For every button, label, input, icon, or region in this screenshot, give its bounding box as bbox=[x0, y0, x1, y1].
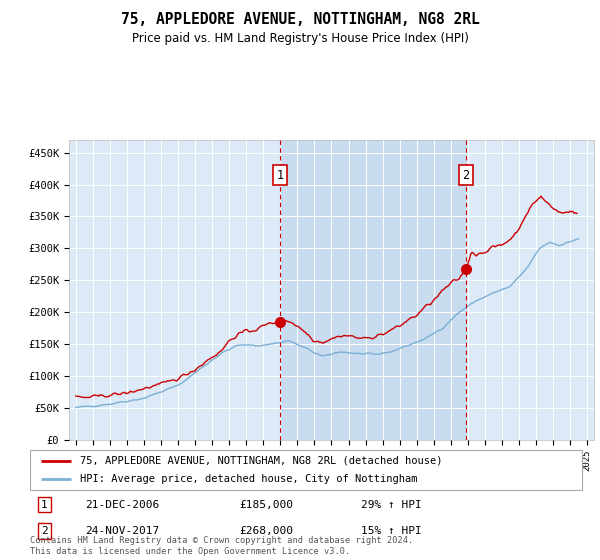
Text: 1: 1 bbox=[41, 500, 48, 510]
Text: 2: 2 bbox=[41, 526, 48, 536]
Text: HPI: Average price, detached house, City of Nottingham: HPI: Average price, detached house, City… bbox=[80, 474, 417, 484]
Text: 15% ↑ HPI: 15% ↑ HPI bbox=[361, 526, 422, 536]
Text: Price paid vs. HM Land Registry's House Price Index (HPI): Price paid vs. HM Land Registry's House … bbox=[131, 32, 469, 45]
Text: 24-NOV-2017: 24-NOV-2017 bbox=[85, 526, 160, 536]
Text: 29% ↑ HPI: 29% ↑ HPI bbox=[361, 500, 422, 510]
Text: £268,000: £268,000 bbox=[240, 526, 294, 536]
Text: 75, APPLEDORE AVENUE, NOTTINGHAM, NG8 2RL (detached house): 75, APPLEDORE AVENUE, NOTTINGHAM, NG8 2R… bbox=[80, 456, 442, 465]
Text: 21-DEC-2006: 21-DEC-2006 bbox=[85, 500, 160, 510]
Bar bbox=[280, 140, 466, 440]
Text: £185,000: £185,000 bbox=[240, 500, 294, 510]
Text: Contains HM Land Registry data © Crown copyright and database right 2024.
This d: Contains HM Land Registry data © Crown c… bbox=[30, 536, 413, 556]
Text: 75, APPLEDORE AVENUE, NOTTINGHAM, NG8 2RL: 75, APPLEDORE AVENUE, NOTTINGHAM, NG8 2R… bbox=[121, 12, 479, 27]
Text: 1: 1 bbox=[276, 169, 283, 181]
Text: 2: 2 bbox=[463, 169, 470, 181]
